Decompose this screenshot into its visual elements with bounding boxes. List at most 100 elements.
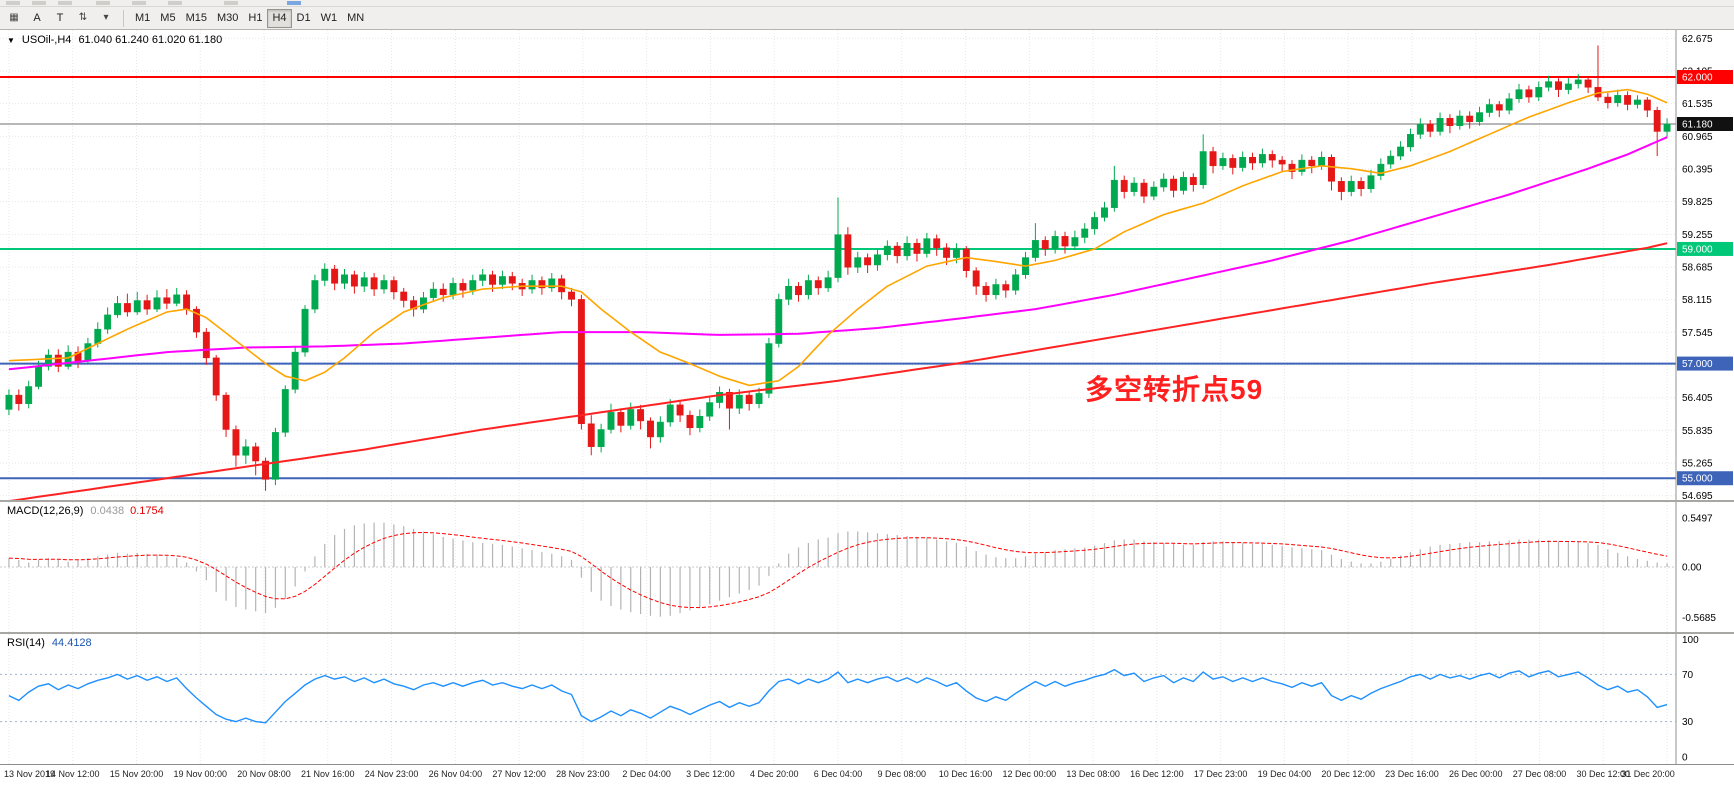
rsi-panel: 100 70 30 0 RSI(14) 44.4128	[0, 634, 1734, 764]
svg-text:58.685: 58.685	[1682, 263, 1713, 274]
timeframe-MN-button[interactable]: MN	[342, 9, 369, 28]
price-level-badge	[1677, 356, 1733, 371]
price-axis[interactable]: 62.67562.10561.53560.96560.39559.82559.2…	[1675, 30, 1733, 500]
time-label: 3 Dec 12:00	[686, 769, 735, 779]
svg-text:62.675: 62.675	[1682, 34, 1713, 45]
time-label: 2 Dec 04:00	[622, 769, 671, 779]
time-label: 26 Dec 00:00	[1448, 769, 1503, 779]
panel-splitter[interactable]	[0, 500, 1734, 502]
bottom-margin	[0, 782, 1734, 794]
panel-splitter[interactable]	[0, 632, 1734, 634]
time-label: 24 Nov 23:00	[364, 769, 419, 779]
vertical-grid	[8, 30, 1668, 500]
svg-text:58.115: 58.115	[1682, 295, 1712, 306]
clipped-icon-fragment	[168, 1, 182, 5]
main-chart-panel: 62.67562.10561.53560.96560.39559.82559.2…	[0, 30, 1734, 500]
timeframe-M15-button[interactable]: M15	[181, 9, 212, 28]
ohlc-values: 61.040 61.240 61.020 61.180	[78, 34, 223, 46]
time-label: 6 Dec 04:00	[813, 769, 863, 779]
price-level-badge	[1677, 70, 1733, 84]
svg-text:30: 30	[1682, 717, 1694, 728]
time-label: 27 Dec 08:00	[1512, 769, 1567, 779]
svg-text:-0.5685: -0.5685	[1682, 613, 1716, 624]
rsi-label: RSI(14) 44.4128	[7, 637, 92, 649]
clipped-toolbar-strip	[0, 0, 1734, 7]
rsi-line	[8, 668, 1668, 724]
svg-text:56.405: 56.405	[1682, 393, 1713, 404]
toolbar: ▦ A T ⇅ ▾ M1 M5 M15 M30 H1 H4 D1 W1 MN	[0, 7, 1734, 30]
rsi-value: 44.4128	[51, 637, 92, 649]
time-label: 10 Dec 16:00	[938, 769, 993, 779]
clipped-icon-fragment	[287, 1, 301, 5]
toolbar-separator	[123, 9, 124, 27]
price-level-badge	[1677, 241, 1733, 256]
svg-text:62.000: 62.000	[1682, 73, 1713, 84]
symbol-timeframe-label: USOil-,H4	[21, 34, 72, 46]
time-label: 14 Nov 12:00	[45, 769, 100, 779]
timeframe-H4-button[interactable]: H4	[267, 9, 292, 28]
svg-text:59.000: 59.000	[1682, 244, 1713, 255]
scroll-shift-button[interactable]: ⇅	[72, 9, 94, 28]
rsi-axis[interactable]: 100 70 30 0	[1675, 634, 1699, 764]
macd-label: MACD(12,26,9) 0.0438 0.1754	[7, 505, 164, 517]
svg-text:0.00: 0.00	[1682, 563, 1702, 574]
svg-text:55.265: 55.265	[1682, 459, 1713, 470]
macd-name: MACD(12,26,9)	[7, 505, 84, 517]
ma-mid-magenta-line	[8, 136, 1668, 371]
time-label: 12 Dec 00:00	[1002, 769, 1057, 779]
svg-text:59.825: 59.825	[1682, 197, 1713, 208]
time-label: 21 Nov 16:00	[301, 769, 355, 779]
chart-symbol-label: ▼ USOil-,H4 61.040 61.240 61.020 61.180	[7, 34, 222, 46]
svg-text:70: 70	[1682, 670, 1694, 681]
timeframe-W1-button[interactable]: W1	[316, 9, 343, 28]
time-label: 9 Dec 08:00	[877, 769, 927, 779]
time-label: 4 Dec 20:00	[749, 769, 799, 779]
svg-text:55.000: 55.000	[1682, 474, 1713, 485]
price-level-badge	[1677, 117, 1733, 131]
timeframe-M5-button[interactable]: M5	[155, 9, 180, 28]
timeframe-H1-button[interactable]: H1	[243, 9, 267, 28]
font-a-button[interactable]: A	[26, 9, 48, 28]
svg-text:0.5497: 0.5497	[1682, 514, 1713, 525]
svg-text:59.255: 59.255	[1682, 230, 1713, 241]
vertical-grid	[8, 502, 1668, 632]
candlestick-series	[5, 45, 1671, 491]
timeframe-M1-button[interactable]: M1	[130, 9, 155, 28]
macd-axis[interactable]: 0.5497 0.00 -0.5685	[1675, 502, 1716, 632]
clipped-icon-fragment	[32, 1, 46, 5]
time-label: 16 Dec 12:00	[1130, 769, 1184, 779]
svg-text:57.545: 57.545	[1682, 328, 1713, 339]
time-label: 27 Nov 12:00	[492, 769, 546, 779]
time-label: 13 Dec 08:00	[1066, 769, 1120, 779]
svg-text:60.395: 60.395	[1682, 164, 1713, 175]
time-label: 15 Nov 20:00	[109, 769, 164, 779]
time-axis[interactable]: 13 Nov 2019 14 Nov 12:00 15 Nov 20:00 19 No…	[0, 764, 1734, 782]
svg-text:60.965: 60.965	[1682, 132, 1713, 143]
time-label: 28 Nov 23:00	[556, 769, 610, 779]
main-chart-canvas[interactable]: 62.67562.10561.53560.96560.39559.82559.2…	[0, 30, 1734, 500]
vertical-grid	[8, 634, 1668, 764]
time-label: 20 Dec 12:00	[1321, 769, 1375, 779]
clipped-icon-fragment	[6, 1, 20, 5]
time-label: 13 Nov 2019	[4, 769, 56, 779]
rsi-canvas[interactable]: 100 70 30 0	[0, 634, 1734, 764]
time-label: 20 Nov 08:00	[237, 769, 291, 779]
time-label: 23 Dec 16:00	[1385, 769, 1439, 779]
macd-canvas[interactable]: 0.5497 0.00 -0.5685	[0, 502, 1734, 632]
text-tool-button[interactable]: T	[49, 9, 71, 28]
time-label: 19 Dec 04:00	[1257, 769, 1312, 779]
time-label: 31 Dec 20:00	[1621, 769, 1675, 779]
chart-area: 62.67562.10561.53560.96560.39559.82559.2…	[0, 30, 1734, 794]
clipped-icon-fragment	[132, 1, 146, 5]
timeframe-D1-button[interactable]: D1	[292, 9, 316, 28]
macd-signal-value: 0.1754	[130, 505, 164, 517]
timeframe-M30-button[interactable]: M30	[212, 9, 243, 28]
grid-icon[interactable]: ▦	[3, 9, 25, 28]
rsi-name: RSI(14)	[7, 637, 45, 649]
chevron-down-icon[interactable]: ▾	[95, 9, 117, 28]
timeframe-button-group: M1 M5 M15 M30 H1 H4 D1 W1 MN	[130, 8, 369, 28]
svg-text:55.835: 55.835	[1682, 426, 1713, 437]
ma-fast-orange-line	[8, 88, 1668, 387]
chart-annotation-text[interactable]: 多空转折点59	[1085, 374, 1264, 405]
